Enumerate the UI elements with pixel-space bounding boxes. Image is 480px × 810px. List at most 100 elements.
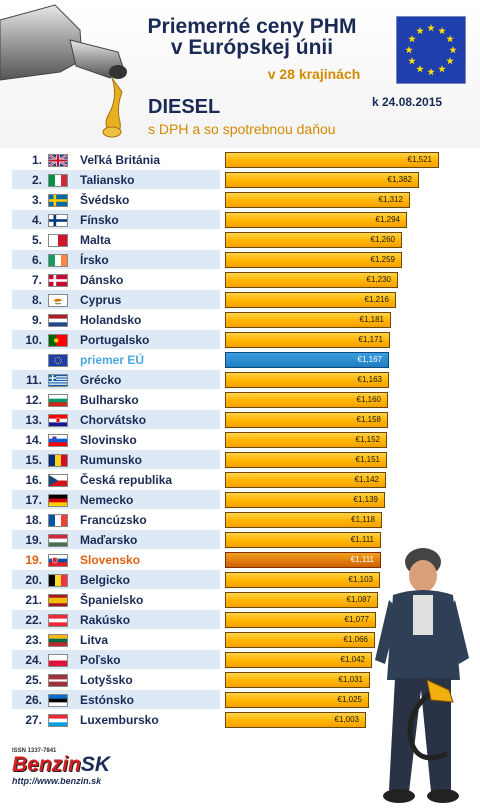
price-value-label: €1,259	[370, 255, 395, 264]
date-label: k 24.08.2015	[372, 95, 443, 109]
row-background	[12, 230, 220, 249]
price-bar: €1,151	[225, 452, 387, 468]
flag-cy-icon	[48, 293, 68, 307]
rank-label: 19.	[25, 553, 42, 567]
country-label: Fínsko	[80, 213, 119, 227]
price-value-label: €1,103	[348, 575, 373, 584]
eu-star-icon	[408, 35, 416, 43]
website-link[interactable]: http://www.benzin.sk	[12, 776, 102, 786]
rank-label: 4.	[31, 213, 42, 227]
price-value-label: €1,111	[350, 535, 374, 544]
price-value-label: €1,230	[366, 275, 391, 284]
rank-label: 8.	[31, 293, 42, 307]
price-bar: €1,031	[225, 672, 370, 688]
subtitle: v 28 krajinách	[267, 66, 361, 82]
country-label: Poľsko	[80, 653, 121, 667]
chart-row: 27. Luxembursko €1,003	[12, 710, 452, 730]
country-label: Lotyšsko	[80, 673, 133, 687]
flag-at-icon	[48, 613, 68, 627]
page-title: Priemerné ceny PHM v Európskej únii	[118, 16, 386, 58]
rank-label: 7.	[31, 273, 42, 287]
price-bar: €1,077	[225, 612, 376, 628]
row-background	[12, 630, 220, 649]
country-label: Litva	[80, 633, 109, 647]
price-value-label: €1,003	[334, 715, 359, 724]
flag-hu-icon	[48, 533, 68, 547]
title-line-2: v Európskej únii	[170, 36, 334, 59]
country-label: Česká republika	[80, 473, 173, 487]
flag-pl-icon	[48, 653, 68, 667]
price-value-label: €1,171	[358, 335, 383, 344]
chart-row: priemer EÚ €1,167	[12, 350, 452, 370]
price-bar: €1,025	[225, 692, 369, 708]
flag-nl-icon	[48, 313, 68, 327]
flag-pt-icon	[48, 333, 68, 347]
price-value-label: €1,025	[337, 695, 362, 704]
price-bar: €1,181	[225, 312, 391, 328]
price-value-label: €1,216	[364, 295, 389, 304]
flag-si-icon	[48, 433, 68, 447]
chart-row: 20. Belgicko €1,103	[12, 570, 452, 590]
rank-label: 23.	[25, 633, 42, 647]
flag-sk-icon	[48, 553, 68, 567]
country-label: Holandsko	[80, 313, 142, 327]
price-bar: €1,003	[225, 712, 366, 728]
rank-label: 17.	[25, 493, 42, 507]
price-bar: €1,167	[225, 352, 389, 368]
price-value-label: €1,260	[370, 235, 395, 244]
price-value-label: €1,167	[357, 355, 382, 364]
row-background	[12, 250, 220, 269]
price-bar: €1,152	[225, 432, 387, 448]
price-value-label: €1,160	[356, 395, 381, 404]
chart-row: 9. Holandsko €1,181	[12, 310, 452, 330]
chart-row: 22. Rakúsko €1,077	[12, 610, 452, 630]
rank-label: 5.	[31, 233, 42, 247]
rank-label: 27.	[25, 713, 42, 727]
rank-label: 14.	[25, 433, 42, 447]
price-value-label: €1,382	[387, 175, 412, 184]
rank-label: 2.	[31, 173, 42, 187]
chart-row: 23. Litva €1,066	[12, 630, 452, 650]
flag-lt-icon	[48, 633, 68, 647]
logo-text-sk: SK	[80, 753, 111, 776]
country-label: Estónsko	[80, 693, 135, 707]
flag-be-icon	[48, 573, 68, 587]
price-value-label: €1,139	[353, 495, 378, 504]
eu-star-icon	[427, 24, 435, 32]
flag-ro-icon	[48, 453, 68, 467]
price-value-label: €1,087	[346, 595, 371, 604]
chart-row: 18. Francúzsko €1,118	[12, 510, 452, 530]
flag-fr-icon	[48, 513, 68, 527]
rank-label: 15.	[25, 453, 42, 467]
country-label: Španielsko	[80, 593, 144, 607]
rank-label: 22.	[25, 613, 42, 627]
flag-de-icon	[48, 493, 68, 507]
price-value-label: €1,118	[351, 515, 375, 524]
benzin-logo[interactable]: BenzinSK	[12, 754, 110, 776]
chart-row: 1. Veľká Británia €1,521	[12, 150, 452, 170]
rank-label: 25.	[25, 673, 42, 687]
price-bar: €1,042	[225, 652, 372, 668]
price-value-label: €1,163	[357, 375, 382, 384]
country-label: Rumunsko	[80, 453, 143, 467]
flag-gr-icon	[48, 373, 68, 387]
flag-fi-icon	[48, 213, 68, 227]
price-bar: €1,230	[225, 272, 398, 288]
flag-dk-icon	[48, 273, 68, 287]
eu-star-icon	[446, 57, 454, 65]
price-value-label: €1,066	[343, 635, 368, 644]
country-label: Rakúsko	[80, 613, 131, 627]
price-bar: €1,139	[225, 492, 385, 508]
chart-row: 2. Taliansko €1,382	[12, 170, 452, 190]
chart-row: 7. Dánsko €1,230	[12, 270, 452, 290]
country-label: Veľká Británia	[80, 153, 160, 167]
chart-row: 25. Lotyšsko €1,031	[12, 670, 452, 690]
country-label: Bulharsko	[80, 393, 139, 407]
fuel-nozzle-illustration	[0, 4, 127, 138]
eu-star-icon	[408, 57, 416, 65]
chart-row: 13. Chorvátsko €1,158	[12, 410, 452, 430]
price-value-label: €1,181	[359, 315, 384, 324]
eu-star-icon	[438, 26, 446, 35]
eu-star-icon	[427, 68, 435, 76]
price-bar: €1,163	[225, 372, 389, 388]
